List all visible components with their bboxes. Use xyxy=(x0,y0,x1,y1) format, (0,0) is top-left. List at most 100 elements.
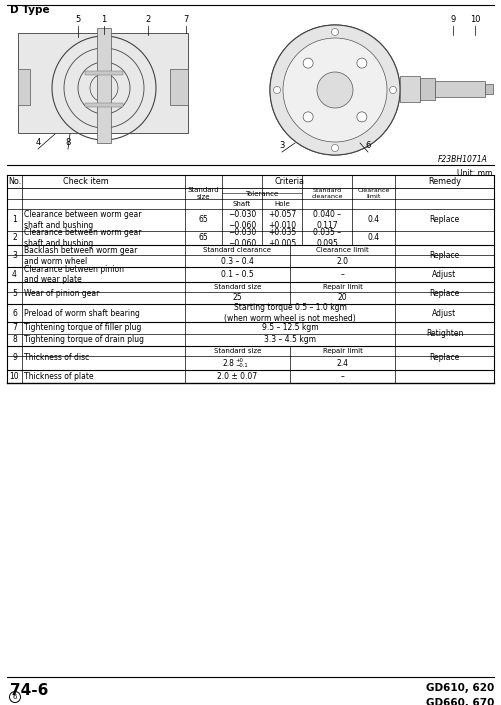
Text: Check item: Check item xyxy=(63,177,108,186)
Text: Repair limit: Repair limit xyxy=(323,284,362,290)
Circle shape xyxy=(270,25,400,155)
Circle shape xyxy=(389,87,396,94)
Text: 74-6: 74-6 xyxy=(10,683,49,698)
Text: +0: +0 xyxy=(235,357,243,362)
Bar xyxy=(85,103,123,107)
Text: Criteria: Criteria xyxy=(275,177,305,186)
Text: 9: 9 xyxy=(450,15,455,24)
Text: 5: 5 xyxy=(75,15,81,24)
Text: 0.4: 0.4 xyxy=(367,216,380,224)
Text: 3: 3 xyxy=(12,252,17,261)
Text: Standard size: Standard size xyxy=(214,348,261,354)
Text: +0.057
+0.010: +0.057 +0.010 xyxy=(268,210,296,230)
Text: 20: 20 xyxy=(338,293,347,302)
Text: 5: 5 xyxy=(12,288,17,298)
Text: 3.3 – 4.5 kgm: 3.3 – 4.5 kgm xyxy=(264,336,316,345)
Bar xyxy=(215,22,492,158)
Text: –: – xyxy=(341,270,344,279)
Text: 0.3 – 0.4: 0.3 – 0.4 xyxy=(221,257,254,266)
Circle shape xyxy=(303,112,313,122)
Circle shape xyxy=(274,87,281,94)
Text: 1: 1 xyxy=(12,216,17,224)
Text: 6: 6 xyxy=(13,694,17,700)
Text: Unit: mm: Unit: mm xyxy=(456,169,492,178)
Bar xyxy=(18,69,30,105)
Text: Tolerance: Tolerance xyxy=(245,190,279,197)
Text: Wear of pinion gear: Wear of pinion gear xyxy=(24,288,99,298)
Text: Remedy: Remedy xyxy=(428,177,461,186)
Text: 2: 2 xyxy=(145,15,151,24)
Text: Replace: Replace xyxy=(429,252,459,261)
Circle shape xyxy=(283,38,387,142)
Text: 0.040 –
0.117: 0.040 – 0.117 xyxy=(313,210,341,230)
Text: 8: 8 xyxy=(12,336,17,345)
Text: Thickness of disc: Thickness of disc xyxy=(24,353,89,362)
Bar xyxy=(485,84,493,94)
Text: Clearance
limit: Clearance limit xyxy=(357,188,390,199)
Text: F23BH1071A: F23BH1071A xyxy=(438,156,488,164)
Text: −0.030
−0.060: −0.030 −0.060 xyxy=(228,210,256,230)
Bar xyxy=(170,69,188,105)
Text: 0.035 –
0.095: 0.035 – 0.095 xyxy=(313,228,341,248)
Text: Replace: Replace xyxy=(429,288,459,298)
Text: 25: 25 xyxy=(232,293,242,302)
Text: 7: 7 xyxy=(12,324,17,333)
Text: Backlash between worm gear
and worm wheel: Backlash between worm gear and worm whee… xyxy=(24,246,137,266)
Bar xyxy=(400,76,420,102)
Text: 65: 65 xyxy=(198,216,208,224)
Bar xyxy=(435,81,485,97)
Text: Starting torque 0.5 – 1.0 kgm
(when worm wheel is not meshed): Starting torque 0.5 – 1.0 kgm (when worm… xyxy=(224,303,356,323)
Text: Clearance between worm gear
shaft and bushing: Clearance between worm gear shaft and bu… xyxy=(24,228,141,248)
Text: 65: 65 xyxy=(198,233,208,243)
Text: GD610, 620
GD660, 670: GD610, 620 GD660, 670 xyxy=(426,683,494,705)
Bar xyxy=(18,33,188,133)
Text: Hole: Hole xyxy=(274,201,290,207)
Text: 9: 9 xyxy=(12,353,17,362)
Text: 2.4: 2.4 xyxy=(337,359,349,367)
Text: D Type: D Type xyxy=(10,5,50,15)
Circle shape xyxy=(317,72,353,108)
Text: Thickness of plate: Thickness of plate xyxy=(24,372,94,381)
Text: Standard clearance: Standard clearance xyxy=(203,247,272,253)
Text: 8: 8 xyxy=(65,138,71,147)
Bar xyxy=(8,22,203,158)
Text: Replace: Replace xyxy=(429,216,459,224)
Text: 0.4: 0.4 xyxy=(367,233,380,243)
Text: −0.030
−0.060: −0.030 −0.060 xyxy=(228,228,256,248)
Text: 4: 4 xyxy=(36,138,41,147)
Text: 6: 6 xyxy=(12,309,17,317)
Text: 2.0 ± 0.07: 2.0 ± 0.07 xyxy=(217,372,258,381)
Bar xyxy=(85,71,123,75)
Text: 2.8: 2.8 xyxy=(222,359,234,367)
Text: Preload of worm shaft bearing: Preload of worm shaft bearing xyxy=(24,309,140,317)
Text: Tightening torque of drain plug: Tightening torque of drain plug xyxy=(24,336,144,345)
Text: Standard
size: Standard size xyxy=(188,187,219,200)
Text: Standard size: Standard size xyxy=(214,284,261,290)
Text: 10: 10 xyxy=(470,15,480,24)
Circle shape xyxy=(357,112,367,122)
Text: Clearance between worm gear
shaft and bushing: Clearance between worm gear shaft and bu… xyxy=(24,210,141,230)
Bar xyxy=(420,78,435,100)
Text: Adjust: Adjust xyxy=(432,270,456,279)
Text: 4: 4 xyxy=(12,270,17,279)
Text: 1: 1 xyxy=(101,15,107,24)
Text: –: – xyxy=(341,372,344,381)
Circle shape xyxy=(303,58,313,68)
Text: 6: 6 xyxy=(365,141,371,150)
Bar xyxy=(97,28,111,143)
Text: Tightening torque of filler plug: Tightening torque of filler plug xyxy=(24,324,141,333)
Text: 2: 2 xyxy=(12,233,17,243)
Text: 10: 10 xyxy=(10,372,20,381)
Text: Retighten: Retighten xyxy=(426,329,463,338)
Text: No.: No. xyxy=(8,177,21,186)
Text: Standard
clearance: Standard clearance xyxy=(311,188,343,199)
Text: Shaft: Shaft xyxy=(233,201,251,207)
Circle shape xyxy=(332,28,339,35)
Text: −0.1: −0.1 xyxy=(235,363,248,368)
Text: Repair limit: Repair limit xyxy=(323,348,362,354)
Circle shape xyxy=(332,145,339,152)
Circle shape xyxy=(357,58,367,68)
Text: Adjust: Adjust xyxy=(432,309,456,317)
Text: 2.0: 2.0 xyxy=(337,257,349,266)
Text: +0.035
+0.005: +0.035 +0.005 xyxy=(268,228,296,248)
